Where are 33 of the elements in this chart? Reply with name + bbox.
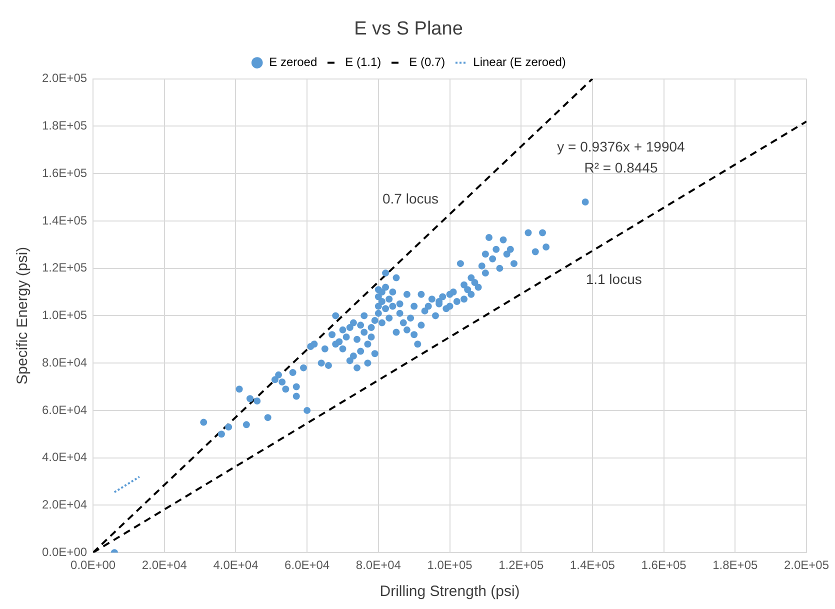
annotation: 0.7 locus — [382, 190, 439, 206]
annotation: 1.1 locus — [586, 271, 642, 288]
x-axis-title: Drilling Strength (psi) — [380, 583, 520, 600]
y-tick-label: 1.8E+05 — [42, 118, 88, 132]
y-tick-label: 4.0E+04 — [42, 450, 88, 464]
legend-label: E (0.7) — [409, 55, 446, 70]
x-tick-label: 2.0E+05 — [784, 558, 830, 572]
x-tick-label: 1.4E+05 — [570, 558, 616, 572]
x-tick-label: 2.0E+04 — [142, 558, 188, 572]
x-tick-label: 8.0E+04 — [356, 558, 402, 572]
x-tick-label: 1.6E+05 — [641, 558, 687, 572]
y-tick-label: 8.0E+04 — [42, 355, 88, 370]
y-tick-label: 1.0E+05 — [42, 308, 88, 322]
y-axis-title: Specific Energy (psi) — [14, 246, 32, 384]
y-tick-label: 1.4E+05 — [42, 213, 88, 228]
y-tick-label: 2.0E+05 — [42, 71, 88, 86]
x-tick-label: 1.2E+05 — [498, 558, 544, 572]
x-tick-label: 0.0E+00 — [70, 558, 116, 572]
legend-label: E (1.1) — [345, 55, 382, 70]
annotation: R² = 0.8445 — [584, 160, 658, 176]
chart-title: E vs S Plane — [354, 18, 463, 40]
y-tick-label: 1.2E+05 — [42, 260, 88, 275]
y-tick-label: 2.0E+04 — [42, 498, 88, 512]
y-tick-label: 1.6E+05 — [42, 166, 88, 180]
y-tick-label: 6.0E+04 — [42, 402, 88, 417]
legend-label: Linear (E zeroed) — [473, 55, 566, 70]
x-tick-label: 6.0E+04 — [284, 558, 330, 572]
y-tick-label: 0.0E+00 — [42, 544, 88, 559]
x-tick-label: 1.0E+05 — [427, 558, 473, 572]
x-tick-label: 4.0E+04 — [213, 558, 259, 572]
legend-label: E zeroed — [269, 55, 318, 70]
annotation: y = 0.9376x + 19904 — [557, 138, 686, 154]
x-tick-label: 1.8E+05 — [712, 558, 758, 572]
